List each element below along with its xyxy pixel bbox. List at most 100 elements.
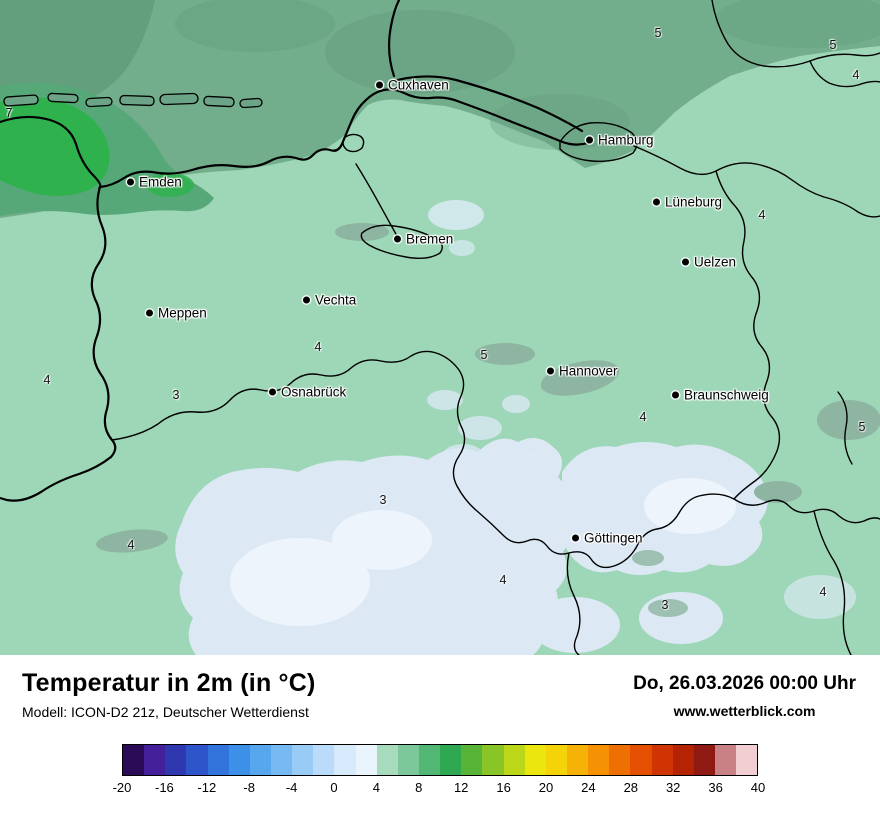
colorbar-tick-label: 16 [496, 780, 511, 795]
colorbar-tick-label: 24 [581, 780, 596, 795]
city-dot [572, 534, 579, 542]
colorbar-segment [376, 745, 398, 775]
temperature-colorbar [122, 744, 758, 776]
colorbar-segment [186, 745, 208, 775]
city-label: Osnabrück [281, 384, 347, 400]
city-dot [376, 81, 383, 89]
city-label: Emden [139, 174, 182, 190]
footer: Temperatur in 2m (in °C) Modell: ICON-D2… [0, 655, 880, 830]
city-marker: Göttingen [572, 531, 643, 546]
city-label: Uelzen [694, 254, 737, 270]
city-dot [682, 258, 689, 266]
temp-label: 4 [127, 538, 135, 552]
colorbar-tick-label: 20 [538, 780, 554, 795]
colorbar-tick-label: 0 [330, 780, 338, 795]
city-dot [269, 388, 276, 396]
website-url: www.wetterblick.com [673, 703, 816, 719]
city-marker: Bremen [394, 232, 453, 247]
colorbar-tick-label: 8 [415, 780, 423, 795]
temp-label: 4 [819, 585, 827, 599]
colorbar-segment [144, 745, 166, 775]
temp-label: 4 [314, 340, 322, 354]
city-label: Hamburg [598, 132, 654, 148]
colorbar-segment [207, 745, 229, 775]
colorbar-tick-label: -8 [243, 780, 255, 795]
city-marker: Lüneburg [653, 195, 722, 210]
city-marker: Uelzen [682, 255, 736, 270]
colorbar-segment [672, 745, 694, 775]
colorbar-segment [545, 745, 567, 775]
colorbar-segment [440, 745, 462, 775]
temp-label: 7 [5, 106, 13, 120]
temp-label: 4 [43, 373, 51, 387]
city-dot [547, 367, 554, 375]
city-marker: Osnabrück [269, 385, 346, 400]
city-marker: Emden [127, 175, 182, 190]
city-dot [586, 136, 593, 144]
colorbar-tick-label: -16 [154, 780, 174, 795]
temp-label: 5 [829, 38, 837, 52]
city-dot [672, 391, 679, 399]
city-marker: Vechta [303, 293, 356, 308]
colorbar-tick-label: -20 [112, 780, 132, 795]
colorbar-segment [334, 745, 356, 775]
city-label: Bremen [406, 231, 454, 247]
forecast-datetime: Do, 26.03.2026 00:00 Uhr [633, 673, 856, 694]
temp-label: 3 [172, 388, 180, 402]
colorbar-segment [292, 745, 314, 775]
model-info: Modell: ICON-D2 21z, Deutscher Wetterdie… [22, 704, 309, 720]
temp-label: 5 [480, 348, 488, 362]
colorbar-segment [123, 745, 145, 775]
colorbar-segment [165, 745, 187, 775]
footer-left: Temperatur in 2m (in °C) Modell: ICON-D2… [22, 669, 316, 720]
temp-label: 5 [858, 420, 866, 434]
city-dot [653, 198, 660, 206]
colorbar-tick-label: 12 [453, 780, 469, 795]
city-label: Göttingen [584, 530, 643, 546]
colorbar-tick-label: 36 [708, 780, 723, 795]
city-dot [394, 235, 401, 243]
temp-label: 4 [639, 410, 647, 424]
temp-label: 5 [654, 26, 662, 40]
colorbar-segment [524, 745, 546, 775]
colorbar-tick-label: 40 [750, 780, 766, 795]
colorbar-wrap: -20 -16 -12 -8 -4 0 4 8 12 16 20 24 28 32 36 40 [113, 744, 766, 800]
temp-label: 4 [758, 208, 766, 222]
city-label: Hannover [559, 363, 618, 379]
colorbar-tick-label: 4 [372, 780, 381, 795]
map-overlay: Cuxhaven Hamburg Emden Lüneburg Bremen Uelzen… [5, 26, 866, 612]
city-marker: Hamburg [586, 133, 654, 148]
colorbar-segment [270, 745, 293, 775]
colorbar-segment [630, 745, 652, 775]
temp-label: 3 [379, 493, 387, 507]
colorbar-segment [609, 745, 631, 775]
colorbar-segment [503, 745, 525, 775]
colorbar-tick-label: -12 [197, 780, 217, 795]
city-marker: Hannover [547, 364, 618, 379]
city-label: Vechta [315, 292, 357, 308]
colorbar-segment [651, 745, 673, 775]
temp-label: 3 [661, 598, 669, 612]
colorbar-segment [228, 745, 250, 775]
city-dot [127, 178, 134, 186]
colorbar-segment [714, 745, 737, 775]
colorbar-segment [482, 745, 504, 775]
colorbar-segment [397, 745, 419, 775]
colorbar-ticks: -20 -16 -12 -8 -4 0 4 8 12 16 20 24 28 32 36 40 [113, 780, 766, 800]
city-dot [303, 296, 310, 304]
colorbar-segment [736, 745, 758, 775]
colorbar-segment [355, 745, 377, 775]
footer-right: Do, 26.03.2026 00:00 Uhr www.wetterblick… [633, 673, 856, 719]
colorbar-segment [566, 745, 589, 775]
colorbar-segment [693, 745, 715, 775]
temp-label: 4 [499, 573, 507, 587]
city-marker: Cuxhaven [376, 78, 449, 93]
colorbar-tick-label: 32 [665, 780, 681, 795]
colorbar-segment [588, 745, 610, 775]
city-marker: Meppen [146, 306, 207, 321]
colorbar-tick-label: -4 [285, 780, 298, 795]
city-label: Braunschweig [684, 387, 769, 403]
city-marker: Braunschweig [672, 388, 769, 403]
colorbar-segment [461, 745, 483, 775]
colorbar-segment [249, 745, 271, 775]
